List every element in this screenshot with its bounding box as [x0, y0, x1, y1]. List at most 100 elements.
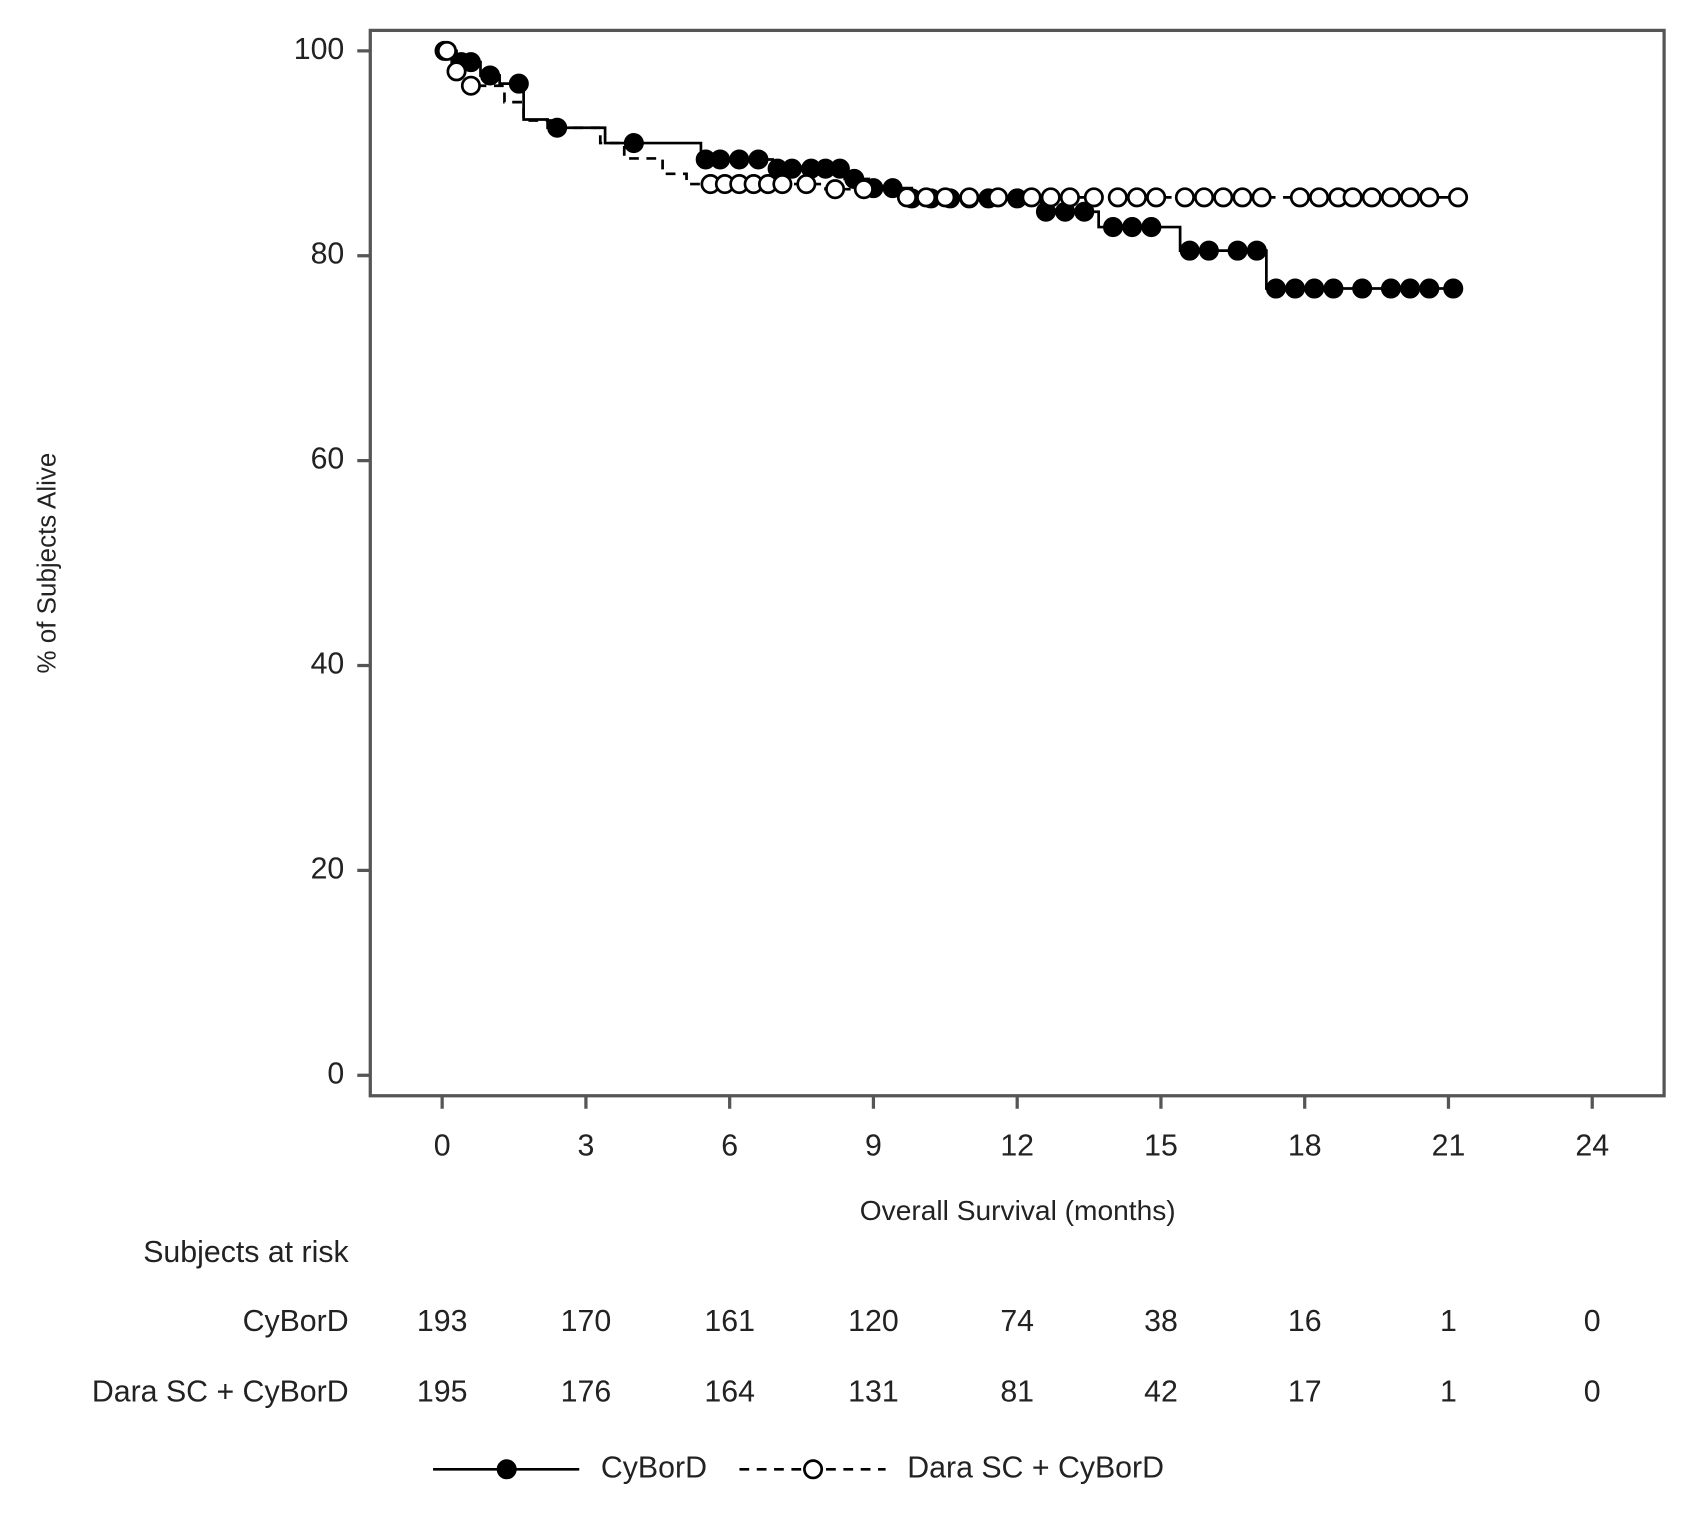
- censor-marker: [772, 174, 793, 195]
- censor-marker: [1213, 187, 1234, 208]
- y-tick-label: 40: [311, 648, 345, 681]
- y-axis-label: % of Subjects Alive: [32, 453, 62, 674]
- risk-count: 1: [1440, 1376, 1457, 1409]
- censor-marker: [1352, 278, 1373, 299]
- censor-marker: [1323, 278, 1344, 299]
- censor-marker: [1059, 187, 1080, 208]
- risk-row-label: Dara SC + CyBorD: [92, 1376, 349, 1409]
- censor-marker: [748, 149, 769, 170]
- censor-marker: [1122, 217, 1143, 238]
- censor-marker: [1265, 278, 1286, 299]
- y-tick-label: 60: [311, 443, 345, 476]
- risk-count: 1: [1440, 1305, 1457, 1338]
- x-tick-label: 24: [1575, 1130, 1609, 1163]
- censor-marker: [825, 179, 846, 200]
- plot-frame: [368, 28, 1666, 1098]
- censor-marker: [1289, 187, 1310, 208]
- x-tick-label: 15: [1144, 1130, 1178, 1163]
- risk-row-label: CyBorD: [243, 1305, 349, 1338]
- censor-marker: [1146, 187, 1167, 208]
- risk-count: 161: [704, 1305, 755, 1338]
- risk-count: 0: [1584, 1376, 1601, 1409]
- censor-marker: [460, 75, 481, 96]
- x-tick-label: 6: [721, 1130, 738, 1163]
- censor-marker: [1021, 187, 1042, 208]
- legend-label: Dara SC + CyBorD: [907, 1451, 1164, 1484]
- y-tick-label: 20: [311, 852, 345, 885]
- x-tick-label: 3: [577, 1130, 594, 1163]
- censor-marker: [935, 187, 956, 208]
- censor-marker: [1419, 278, 1440, 299]
- censor-marker: [988, 187, 1009, 208]
- censor-marker: [480, 65, 501, 86]
- censor-marker: [1400, 278, 1421, 299]
- censor-marker: [1285, 278, 1306, 299]
- censor-marker: [1232, 187, 1253, 208]
- risk-count: 164: [704, 1376, 755, 1409]
- x-tick-label: 18: [1288, 1130, 1322, 1163]
- censor-marker: [896, 187, 917, 208]
- x-tick-label: 12: [1000, 1130, 1034, 1163]
- risk-count: 170: [561, 1305, 612, 1338]
- censor-marker: [916, 187, 937, 208]
- risk-count: 195: [417, 1376, 468, 1409]
- censor-marker: [1126, 187, 1148, 208]
- risk-count: 120: [848, 1305, 899, 1338]
- y-tick-label: 80: [311, 238, 345, 271]
- risk-count: 193: [417, 1305, 468, 1338]
- risk-count: 81: [1000, 1376, 1034, 1409]
- censor-marker: [1141, 217, 1162, 238]
- risk-count: 131: [848, 1376, 899, 1409]
- x-tick-label: 9: [865, 1130, 882, 1163]
- risk-count: 74: [1000, 1305, 1034, 1338]
- censor-marker: [1074, 201, 1095, 222]
- risk-count: 42: [1144, 1376, 1178, 1409]
- risk-count: 176: [561, 1376, 612, 1409]
- censor-marker: [1227, 240, 1248, 261]
- censor-marker: [1174, 187, 1195, 208]
- censor-marker: [1400, 187, 1421, 208]
- survival-line: [442, 49, 1459, 199]
- censor-marker: [729, 149, 750, 170]
- y-tick-label: 0: [327, 1057, 344, 1090]
- censor-marker: [1194, 187, 1215, 208]
- x-tick-label: 0: [434, 1130, 451, 1163]
- censor-marker: [959, 187, 980, 208]
- censor-marker: [1246, 240, 1267, 261]
- censor-marker: [796, 174, 817, 195]
- legend-label: CyBorD: [601, 1451, 707, 1484]
- censor-marker: [436, 40, 457, 61]
- x-axis-label: Overall Survival (months): [860, 1195, 1176, 1226]
- censor-marker: [1179, 240, 1200, 261]
- censor-marker: [1309, 187, 1330, 208]
- censor-marker: [781, 158, 802, 179]
- censor-marker: [623, 133, 644, 154]
- censor-marker: [460, 52, 481, 73]
- censor-marker: [829, 158, 850, 179]
- censor-marker: [1304, 278, 1325, 299]
- censor-marker: [1361, 187, 1382, 208]
- censor-marker: [1107, 187, 1128, 208]
- censor-marker: [1198, 240, 1219, 261]
- censor-marker: [1448, 187, 1469, 208]
- risk-count: 38: [1144, 1305, 1178, 1338]
- censor-marker: [1380, 187, 1401, 208]
- censor-marker: [1083, 187, 1104, 208]
- censor-marker: [1342, 187, 1363, 208]
- censor-marker: [1380, 278, 1401, 299]
- legend-marker: [496, 1459, 517, 1480]
- risk-count: 16: [1288, 1305, 1322, 1338]
- x-tick-label: 21: [1432, 1130, 1466, 1163]
- censor-marker: [1103, 217, 1124, 238]
- censor-marker: [1419, 187, 1440, 208]
- risk-count: 17: [1288, 1376, 1322, 1409]
- censor-marker: [710, 149, 731, 170]
- risk-count: 0: [1584, 1305, 1601, 1338]
- censor-marker: [853, 179, 874, 200]
- censor-marker: [1040, 187, 1061, 208]
- y-tick-label: 100: [294, 33, 345, 66]
- risk-table-title: Subjects at risk: [143, 1236, 349, 1269]
- survival-line: [442, 49, 1459, 290]
